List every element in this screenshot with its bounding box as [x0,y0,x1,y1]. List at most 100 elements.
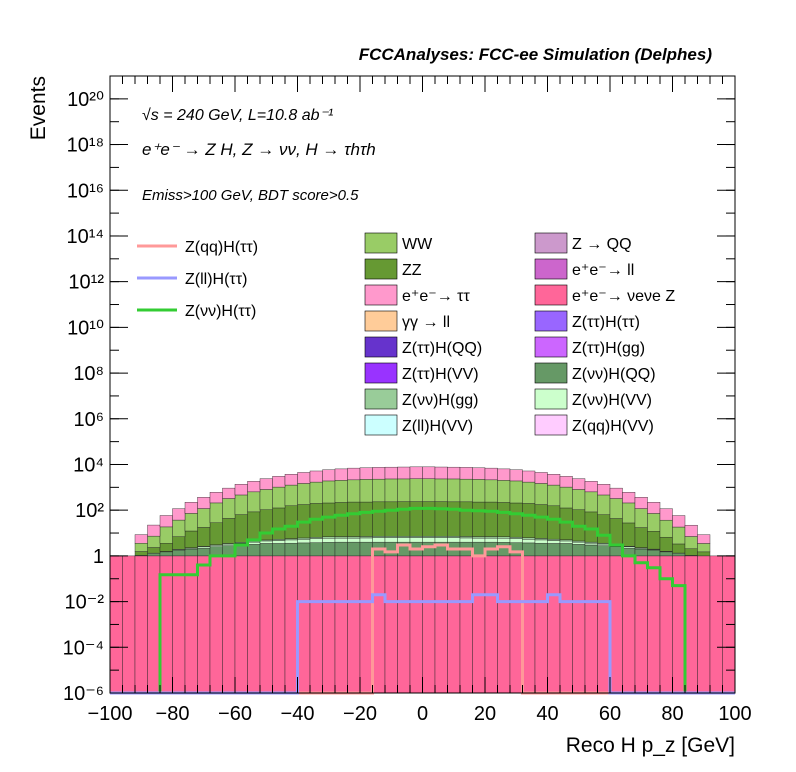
stack-bar [322,555,336,694]
annotation-selection: Emiss>100 GeV, BDT score>0.5 [142,187,359,204]
stack-bar [422,541,436,557]
legend-fill-entry: Z(νν)H(VV) [534,388,652,410]
legend-fill-entry: Z(ττ)H(QQ) [364,336,482,358]
stack-bar [247,541,261,545]
legend-fill-swatch [534,388,568,410]
stack-bar [409,555,423,694]
stack-bar [322,542,336,557]
stack-bar [134,555,148,694]
line-series-z-h [110,506,735,695]
stack-bar [484,537,498,543]
stack-bar [534,472,548,484]
stack-bar [659,519,673,538]
stack-bar [209,502,223,524]
stack-bar [622,492,636,504]
x-tick-label: 100 [718,703,751,725]
y-tick-label: 10¹² [68,272,104,294]
stack-bar [297,555,311,694]
legend-fill-swatch [364,336,398,358]
legend-fill-swatch [364,414,398,436]
y-tick-label: 10⁻⁴ [63,637,104,659]
stack-bar [659,536,673,552]
stack-bar [284,542,298,557]
stack-bar [184,513,198,532]
stack-bar [597,555,611,694]
y-tick-label: 10²⁰ [67,89,104,111]
stack-bar [684,555,698,694]
stack-bar [634,508,648,528]
legend-line-label: Z(qq)H(ττ) [185,239,258,256]
stack-bar [484,501,498,537]
stack-bar [334,502,348,537]
stack-bar [534,542,548,557]
stack-bar [459,501,473,537]
stack-bar [584,555,598,694]
x-tick-label: −80 [156,703,190,725]
stack-bar [659,551,673,557]
x-tick-label: −60 [218,703,252,725]
stack-bar [597,514,611,544]
stack-bar [359,541,373,557]
stack-bar [322,480,336,504]
stack-bar [347,536,361,539]
legend-fill-entry: Z(ll)H(VV) [364,414,473,436]
legend-fill-entry: Z → QQ [534,232,632,254]
stack-bar [347,537,361,543]
y-tick-label: 10⁴ [73,454,104,476]
stack-bar [434,501,448,537]
stack-bar [509,542,523,557]
stack-bar [159,526,173,544]
stack-bar [409,537,423,543]
stack-bar [272,486,286,509]
stack-bar [322,502,336,537]
legend-line-label: Z(νν)H(ττ) [185,303,256,320]
stack-bar [609,487,623,499]
stack-bar [672,526,686,545]
legend-line-entry: Z(ll)H(ττ) [137,271,247,288]
stack-series-z-h-vv [159,537,673,553]
stack-bar [172,549,186,551]
legend-fill-swatch [534,414,568,436]
stack-bar [159,551,173,557]
x-tick-label: 80 [661,703,683,725]
stack-bar [484,555,498,694]
stack-bar [372,536,386,538]
stack-bar [147,553,161,557]
stack-bar [322,536,336,539]
stack-bar [497,536,511,539]
stack-bar [197,555,211,694]
stack-bar [534,538,548,541]
stack-bar [384,555,398,694]
stack-bar [284,484,298,506]
stack-bar [172,519,186,537]
y-tick-label: 1 [93,546,104,568]
legend-fill-label: Z(ττ)H(gg) [572,340,645,357]
stack-bar [384,478,398,503]
legend-fill-swatch [534,336,568,358]
y-tick-label: 10⁶ [74,409,104,431]
stack-bar [247,511,261,542]
stack-bar [559,543,573,557]
stack-bar [147,547,161,554]
stack-bar [434,537,448,543]
stack-bar [284,539,298,544]
stack-bar [197,497,211,509]
stack-bar [209,522,223,546]
stack-bar [484,536,498,539]
stack-bar [222,498,236,519]
stack-bar [359,537,373,543]
stack-bar [509,555,523,694]
stack-bar [584,542,598,546]
stack-bar [559,540,573,544]
legend-fill-entry: Z(ττ)H(ττ) [534,310,640,332]
legend-fill-label: Z(qq)H(VV) [572,418,654,435]
stack-bar [572,541,586,545]
stack-bar [509,480,523,504]
stack-bar [609,546,623,557]
stack-bar [572,489,586,510]
stack-bar [422,537,436,543]
stack-bar [459,537,473,543]
stack-bar [509,502,523,538]
stack-bar [309,481,323,504]
stack-bar [197,547,211,557]
